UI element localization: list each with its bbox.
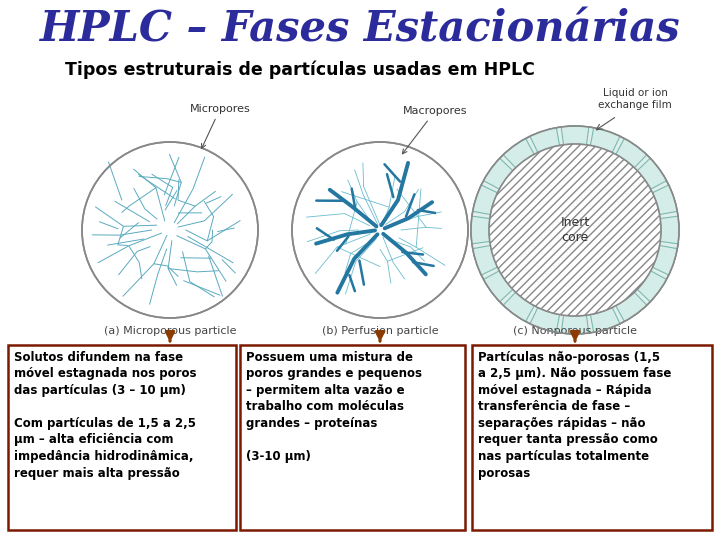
- Text: Solutos difundem na fase
móvel estagnada nos poros
das partículas (3 – 10 μm)

C: Solutos difundem na fase móvel estagnada…: [14, 351, 197, 480]
- Text: Macropores: Macropores: [402, 106, 467, 154]
- Polygon shape: [561, 126, 589, 145]
- Circle shape: [489, 144, 661, 316]
- Polygon shape: [561, 315, 589, 334]
- Polygon shape: [483, 158, 513, 189]
- Polygon shape: [590, 307, 620, 332]
- Polygon shape: [652, 185, 678, 214]
- Circle shape: [471, 126, 679, 334]
- Polygon shape: [471, 216, 490, 244]
- Text: (c) Nonporous particle: (c) Nonporous particle: [513, 326, 637, 336]
- Text: (a) Microporous particle: (a) Microporous particle: [104, 326, 236, 336]
- Polygon shape: [503, 138, 534, 168]
- Polygon shape: [616, 138, 647, 168]
- Polygon shape: [616, 292, 647, 321]
- Polygon shape: [652, 246, 678, 275]
- Text: Partículas não-porosas (1,5
a 2,5 μm). Não possuem fase
móvel estagnada – Rápida: Partículas não-porosas (1,5 a 2,5 μm). N…: [478, 351, 671, 480]
- Polygon shape: [483, 271, 513, 302]
- Text: Tipos estruturais de partículas usadas em HPLC: Tipos estruturais de partículas usadas e…: [65, 60, 535, 79]
- Polygon shape: [590, 127, 620, 152]
- FancyBboxPatch shape: [240, 345, 465, 530]
- Text: Possuem uma mistura de
poros grandes e pequenos
– permitem alta vazão e
trabalho: Possuem uma mistura de poros grandes e p…: [246, 351, 422, 463]
- Text: HPLC – Fases Estacionárias: HPLC – Fases Estacionárias: [40, 9, 680, 51]
- Text: Liquid or ion
exchange film: Liquid or ion exchange film: [598, 89, 672, 110]
- Text: (b) Perfusion particle: (b) Perfusion particle: [322, 326, 438, 336]
- Polygon shape: [473, 185, 498, 214]
- Polygon shape: [637, 158, 667, 189]
- Polygon shape: [637, 271, 667, 302]
- FancyBboxPatch shape: [472, 345, 712, 530]
- Text: Micropores: Micropores: [189, 104, 251, 148]
- Circle shape: [82, 142, 258, 318]
- Polygon shape: [473, 246, 498, 275]
- Polygon shape: [503, 292, 534, 321]
- Circle shape: [292, 142, 468, 318]
- Text: Inert
core: Inert core: [560, 216, 590, 244]
- Polygon shape: [660, 216, 679, 244]
- Polygon shape: [530, 127, 559, 152]
- Polygon shape: [530, 307, 559, 332]
- FancyBboxPatch shape: [8, 345, 236, 530]
